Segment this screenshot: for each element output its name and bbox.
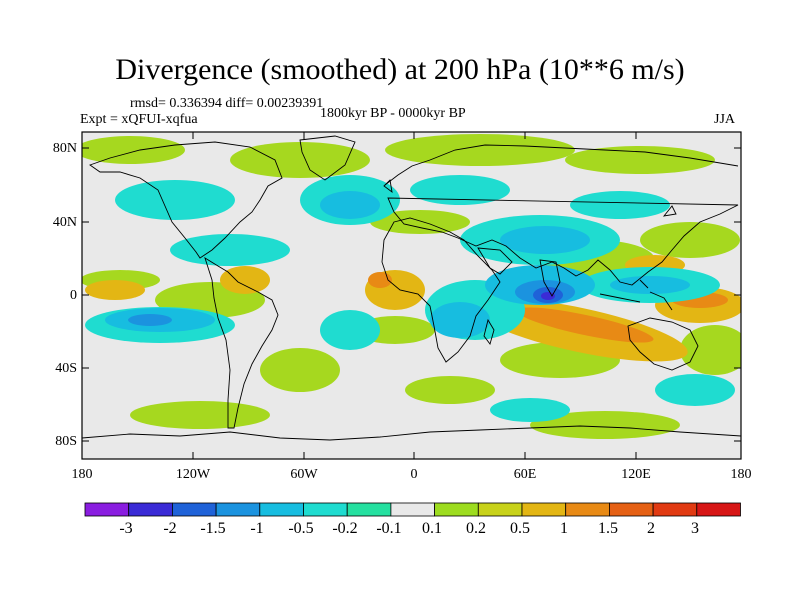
colorbar-label: 1.5 bbox=[598, 520, 618, 537]
colorbar-swatch bbox=[477, 502, 523, 517]
colorbar-label: -1.5 bbox=[200, 520, 226, 537]
stats-label: rmsd= 0.336394 diff= 0.00239391 bbox=[130, 96, 324, 111]
colorbar-label: -0.2 bbox=[332, 520, 358, 537]
lon-label-60e: 60E bbox=[513, 467, 537, 482]
colorbar-label: 0.1 bbox=[422, 520, 442, 537]
colorbar-label: -3 bbox=[119, 520, 133, 537]
colorbar-swatch bbox=[346, 502, 392, 517]
colorbar-swatch bbox=[696, 502, 741, 517]
lon-label-120w: 120W bbox=[175, 467, 211, 482]
axis-ticks bbox=[82, 132, 741, 459]
colorbar-label: 0.2 bbox=[466, 520, 486, 537]
colorbar-label: 2 bbox=[647, 520, 655, 537]
colorbar-swatch bbox=[84, 502, 130, 517]
colorbar-label: 1 bbox=[560, 520, 568, 537]
colorbar-label: -0.5 bbox=[288, 520, 314, 537]
experiment-label: Expt = xQFUI-xqfua bbox=[80, 112, 198, 127]
colorbar-label: -0.1 bbox=[376, 520, 402, 537]
colorbar-swatch bbox=[303, 502, 348, 517]
period-label: 1800kyr BP - 0000kyr BP bbox=[320, 106, 466, 121]
colorbar-label: 3 bbox=[691, 520, 699, 537]
colorbar-label: -1 bbox=[250, 520, 264, 537]
lon-label-180e: 180 bbox=[730, 467, 752, 482]
lat-label-80n: 80N bbox=[52, 141, 77, 156]
colorbar-swatch bbox=[521, 502, 567, 517]
map-title: Divergence (smoothed) at 200 hPa (10**6 … bbox=[115, 53, 685, 86]
colorbar-label: 0.5 bbox=[510, 520, 530, 537]
colorbar-swatch bbox=[652, 502, 698, 517]
colorbar-label: -2 bbox=[163, 520, 177, 537]
lat-label-40n: 40N bbox=[52, 215, 77, 230]
lat-label-80s: 80S bbox=[55, 434, 77, 449]
lon-label-60w: 60W bbox=[290, 467, 318, 482]
lon-label-120e: 120E bbox=[621, 467, 651, 482]
lat-label-eq: 0 bbox=[70, 288, 77, 303]
colorbar-swatch bbox=[128, 502, 173, 517]
colorbar-swatch bbox=[215, 502, 261, 517]
colorbar-swatch bbox=[259, 502, 304, 517]
lon-label-180w: 180 bbox=[71, 467, 93, 482]
colorbar-swatch bbox=[434, 502, 479, 517]
coastlines bbox=[82, 135, 741, 441]
colorbar bbox=[84, 502, 741, 517]
colorbar-swatch bbox=[171, 502, 217, 517]
colorbar-swatch bbox=[390, 502, 435, 517]
colorbar-swatch bbox=[565, 502, 610, 517]
lat-label-40s: 40S bbox=[55, 361, 77, 376]
colorbar-swatch bbox=[609, 502, 654, 517]
season-label: JJA bbox=[714, 112, 736, 127]
lon-label-0: 0 bbox=[410, 467, 418, 482]
